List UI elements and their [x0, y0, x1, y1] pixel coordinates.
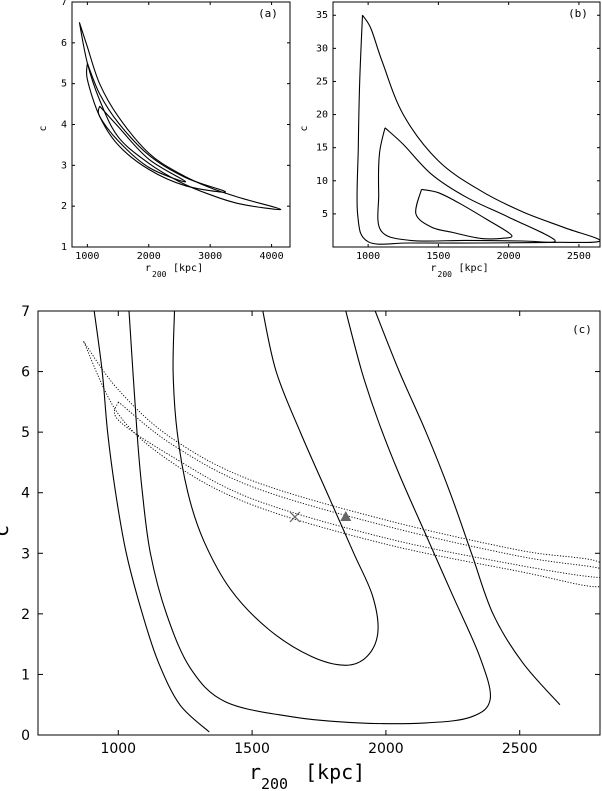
x-axis-label-unit: [kpc]	[305, 760, 365, 784]
x-tick-label: 2000	[497, 251, 521, 262]
contour-line-inner	[172, 311, 379, 666]
y-tick-label: 15	[316, 143, 328, 154]
y-tick-label: 5	[322, 209, 328, 220]
y-tick-label: 2	[61, 201, 67, 212]
x-tick-label: 1000	[100, 741, 136, 757]
y-tick-label: 6	[21, 365, 30, 381]
y-tick-label: 4	[21, 486, 30, 502]
x-tick-label: 1000	[356, 251, 380, 262]
x-tick-label: 2500	[502, 741, 538, 757]
y-tick-label: 5	[61, 79, 67, 90]
x-tick-label: 2500	[567, 251, 591, 262]
contour-group	[83, 311, 600, 733]
panel-label: (b)	[568, 7, 588, 20]
triangle-marker	[340, 510, 352, 521]
y-tick-label: 30	[316, 43, 328, 54]
x-tick-label: 2000	[137, 251, 161, 262]
contour-line-dotted-inner	[113, 401, 600, 578]
contour-line-middle	[128, 311, 492, 725]
y-tick-label: 0	[21, 728, 30, 744]
x-axis-label-sub: 200	[261, 775, 288, 791]
y-axis-label: c	[299, 125, 310, 131]
x-tick-label: 1000	[75, 251, 99, 262]
y-tick-label: 1	[61, 242, 67, 253]
contour-line-outer	[78, 22, 282, 211]
y-tick-label: 25	[316, 76, 328, 87]
x-axis-label: r	[249, 760, 261, 784]
contour-line-inner	[415, 188, 513, 240]
panel-label: (a)	[258, 7, 278, 20]
y-axis-label: c	[38, 125, 49, 131]
contour-line-outer	[356, 14, 600, 245]
cross-marker	[289, 511, 301, 523]
contour-group	[356, 14, 600, 245]
y-tick-label: 35	[316, 10, 328, 21]
y-tick-label: 3	[21, 546, 30, 562]
plot-frame	[37, 310, 601, 736]
y-tick-label: 1	[21, 667, 30, 683]
panel-label: (c)	[572, 323, 592, 336]
contour-line-outer	[93, 311, 210, 733]
x-axis-label: r	[145, 263, 151, 274]
plot-frame	[332, 1, 601, 248]
x-axis-label: r	[431, 263, 437, 274]
contour-line-middle	[377, 127, 556, 243]
contour-line-outer	[374, 311, 561, 706]
y-tick-label: 7	[21, 304, 30, 320]
x-tick-label: 4000	[260, 251, 284, 262]
x-tick-label: 3000	[198, 251, 222, 262]
x-axis-label-sub: 200	[152, 270, 167, 279]
contour-line-dotted-outer	[83, 341, 600, 588]
x-tick-label: 1500	[426, 251, 450, 262]
x-tick-label: 1500	[234, 741, 270, 757]
y-tick-label: 20	[316, 110, 328, 121]
y-tick-label: 2	[21, 607, 30, 623]
x-axis-label-sub: 200	[438, 270, 453, 279]
x-tick-label: 2000	[368, 741, 404, 757]
x-axis-label-unit: [kpc]	[459, 263, 489, 274]
y-tick-label: 10	[316, 176, 328, 187]
y-tick-label: 6	[61, 38, 67, 49]
contour-group	[78, 22, 282, 211]
y-axis-label: c	[0, 525, 13, 537]
contour-line-inner	[97, 105, 187, 183]
x-axis-label-unit: [kpc]	[173, 263, 203, 274]
y-tick-label: 7	[61, 0, 67, 8]
y-tick-label: 3	[61, 160, 67, 171]
y-tick-label: 5	[21, 425, 30, 441]
y-tick-label: 4	[61, 120, 67, 131]
